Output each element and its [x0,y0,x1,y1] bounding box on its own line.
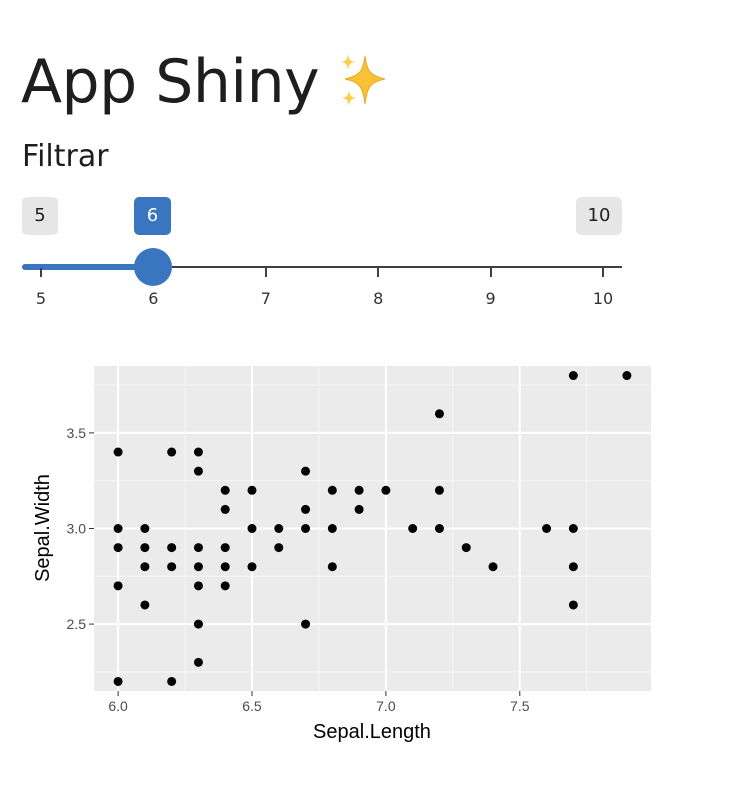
data-point [113,543,123,553]
data-point [220,543,230,553]
slider-track[interactable] [22,266,622,268]
data-point [113,524,123,533]
data-points [113,371,632,686]
data-point [542,524,552,533]
y-tick-label: 3.5 [67,425,87,441]
data-point [274,524,284,533]
data-point [381,485,391,495]
data-point [434,524,444,533]
data-point [193,543,203,553]
slider-tick-label: 8 [373,289,384,308]
data-point [568,600,578,610]
data-point [167,676,177,686]
slider-tick [264,268,267,277]
data-point [568,524,578,533]
slider-value-label: 6 [134,197,171,235]
y-tick-label: 2.5 [67,616,87,632]
x-tick-label: 7.5 [510,698,530,714]
data-point [193,657,203,667]
slider-fill [22,264,154,270]
slider-tick [377,268,380,277]
data-point [113,447,123,457]
data-point [167,447,177,457]
data-point [354,485,364,495]
data-point [327,485,337,495]
x-axis-title: Sepal.Length [313,721,431,743]
data-point [113,676,123,686]
data-point [220,581,230,591]
data-point [354,504,364,514]
data-point [140,562,150,572]
data-point [140,600,150,610]
data-point [488,562,498,572]
data-point [408,524,418,533]
data-point [193,447,203,457]
data-point [434,409,444,419]
data-point [327,524,337,533]
data-point [622,371,632,381]
data-point [220,562,230,572]
sparkles-icon [341,54,386,106]
data-point [193,581,203,591]
data-point [247,485,257,495]
y-axis-title: Sepal.Width [32,474,54,582]
data-point [167,562,177,572]
data-point [220,485,230,495]
data-point [568,371,578,381]
x-axis: 6.0 6.5 7.0 7.5 [108,691,530,714]
slider-tick [602,268,604,277]
data-point [220,504,230,514]
filter-label: Filtrar [22,139,109,174]
data-point [434,485,444,495]
slider-min-label: 5 [22,197,58,235]
x-tick-label: 6.5 [242,698,262,714]
app-title-text: App Shiny [21,47,320,117]
slider-tick-label: 7 [260,289,271,308]
data-point [113,581,123,591]
data-point [167,543,177,553]
scatter-plot: 6.0 6.5 7.0 7.5 2.5 3.0 3.5 Sepal.Length Sepa… [32,366,651,743]
data-point [461,543,471,553]
slider-max-label: 10 [576,197,622,235]
slider-tick-label: 6 [148,289,159,308]
data-point [568,562,578,572]
data-point [193,562,203,572]
x-tick-label: 6.0 [108,698,128,714]
data-point [247,524,257,533]
data-point [301,619,311,629]
data-point [301,466,311,476]
data-point [274,543,284,553]
slider-tick [489,268,492,277]
y-tick-label: 3.0 [67,521,87,537]
slider-tick-label: 10 [592,289,614,308]
slider-tick-label: 9 [485,289,496,308]
slider-tick [40,268,42,277]
data-point [301,524,311,533]
data-point [247,562,257,572]
data-point [327,562,337,572]
data-point [193,619,203,629]
data-point [140,524,150,533]
data-point [140,543,150,553]
data-point [301,504,311,514]
y-axis: 2.5 3.0 3.5 [67,425,94,632]
slider-handle[interactable] [134,248,173,286]
app-title: App Shiny [21,46,395,118]
data-point [193,466,203,476]
slider-tick-label: 5 [35,289,47,308]
x-tick-label: 7.0 [376,698,396,714]
